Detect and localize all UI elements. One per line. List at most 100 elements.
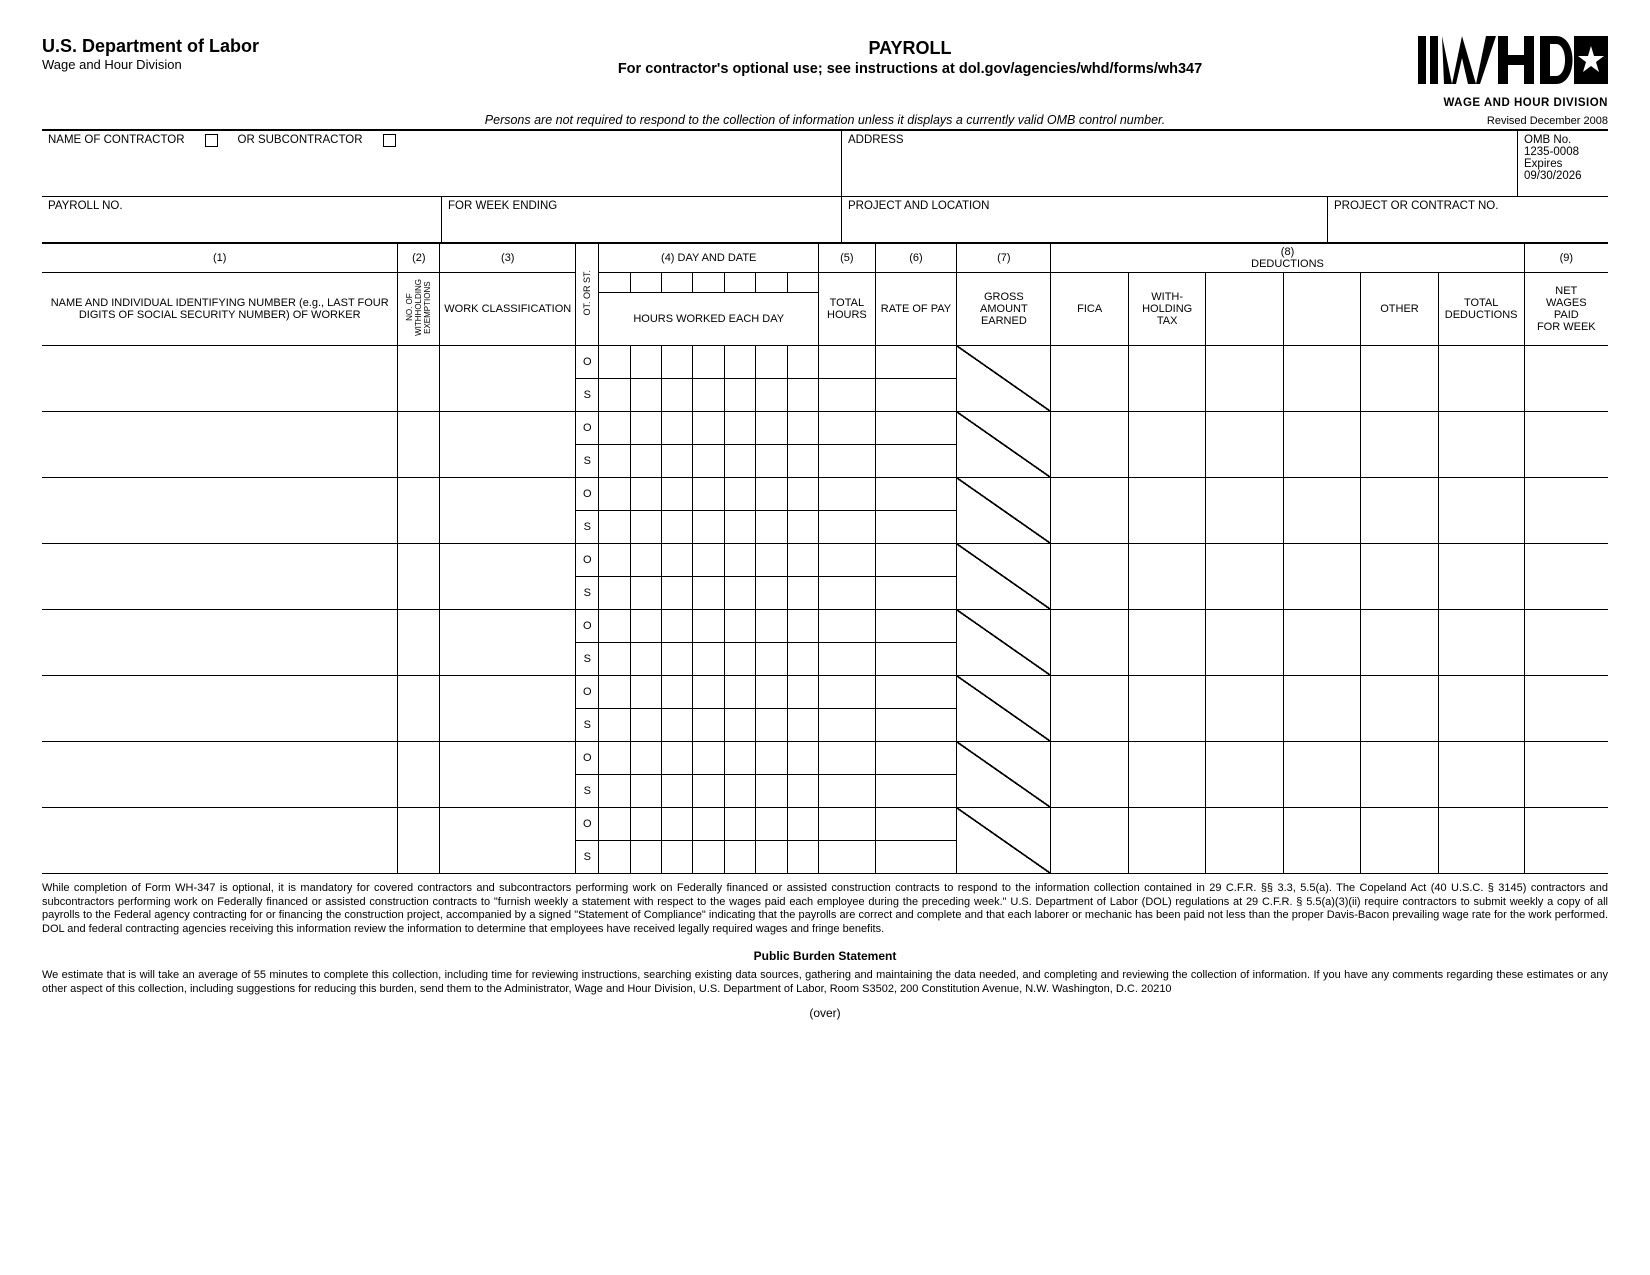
hours-cell[interactable] bbox=[693, 642, 724, 675]
hours-cell[interactable] bbox=[724, 774, 755, 807]
hours-cell[interactable] bbox=[787, 378, 818, 411]
total-ded-cell[interactable] bbox=[1438, 411, 1524, 477]
hours-cell[interactable] bbox=[599, 774, 630, 807]
subcontractor-checkbox[interactable] bbox=[383, 134, 396, 147]
worker-name-cell[interactable] bbox=[42, 741, 398, 807]
hours-cell[interactable] bbox=[693, 345, 724, 378]
exemptions-cell[interactable] bbox=[398, 675, 440, 741]
rate-cell[interactable] bbox=[875, 840, 957, 873]
hours-cell[interactable] bbox=[724, 477, 755, 510]
hours-cell[interactable] bbox=[787, 609, 818, 642]
day-cell-1[interactable] bbox=[599, 273, 630, 293]
hours-cell[interactable] bbox=[756, 510, 787, 543]
withholding-cell[interactable] bbox=[1128, 411, 1205, 477]
rate-cell[interactable] bbox=[875, 444, 957, 477]
hours-cell[interactable] bbox=[756, 642, 787, 675]
hours-cell[interactable] bbox=[787, 675, 818, 708]
classification-cell[interactable] bbox=[440, 411, 576, 477]
net-wages-cell[interactable] bbox=[1524, 543, 1608, 609]
total-hours-cell[interactable] bbox=[819, 345, 876, 378]
hours-cell[interactable] bbox=[630, 774, 661, 807]
hours-cell[interactable] bbox=[599, 807, 630, 840]
fica-cell[interactable] bbox=[1051, 609, 1128, 675]
ded-blank-cell[interactable] bbox=[1206, 609, 1283, 675]
hours-cell[interactable] bbox=[724, 840, 755, 873]
hours-cell[interactable] bbox=[787, 741, 818, 774]
hours-cell[interactable] bbox=[756, 840, 787, 873]
hours-cell[interactable] bbox=[599, 576, 630, 609]
hours-cell[interactable] bbox=[662, 807, 693, 840]
other-cell[interactable] bbox=[1361, 411, 1438, 477]
hours-cell[interactable] bbox=[693, 510, 724, 543]
worker-name-cell[interactable] bbox=[42, 609, 398, 675]
classification-cell[interactable] bbox=[440, 477, 576, 543]
day-cell-2[interactable] bbox=[630, 273, 661, 293]
hours-cell[interactable] bbox=[630, 675, 661, 708]
hours-cell[interactable] bbox=[662, 543, 693, 576]
total-ded-cell[interactable] bbox=[1438, 609, 1524, 675]
ded-blank-cell[interactable] bbox=[1206, 675, 1283, 741]
hours-cell[interactable] bbox=[630, 840, 661, 873]
hours-cell[interactable] bbox=[756, 378, 787, 411]
hours-cell[interactable] bbox=[693, 807, 724, 840]
rate-cell[interactable] bbox=[875, 477, 957, 510]
hours-cell[interactable] bbox=[756, 543, 787, 576]
hours-cell[interactable] bbox=[662, 609, 693, 642]
ded-blank-cell[interactable] bbox=[1206, 411, 1283, 477]
hours-cell[interactable] bbox=[724, 807, 755, 840]
total-ded-cell[interactable] bbox=[1438, 807, 1524, 873]
worker-name-cell[interactable] bbox=[42, 411, 398, 477]
other-cell[interactable] bbox=[1361, 543, 1438, 609]
ded-blank-cell[interactable] bbox=[1206, 807, 1283, 873]
hours-cell[interactable] bbox=[693, 774, 724, 807]
hours-cell[interactable] bbox=[630, 609, 661, 642]
rate-cell[interactable] bbox=[875, 510, 957, 543]
hours-cell[interactable] bbox=[662, 345, 693, 378]
hours-cell[interactable] bbox=[630, 444, 661, 477]
hours-cell[interactable] bbox=[630, 741, 661, 774]
hours-cell[interactable] bbox=[662, 708, 693, 741]
hours-cell[interactable] bbox=[756, 444, 787, 477]
rate-cell[interactable] bbox=[875, 807, 957, 840]
total-hours-cell[interactable] bbox=[819, 444, 876, 477]
hours-cell[interactable] bbox=[693, 378, 724, 411]
gross-cell[interactable] bbox=[957, 477, 1051, 543]
fica-cell[interactable] bbox=[1051, 411, 1128, 477]
hours-cell[interactable] bbox=[756, 411, 787, 444]
hours-cell[interactable] bbox=[599, 675, 630, 708]
total-hours-cell[interactable] bbox=[819, 543, 876, 576]
rate-cell[interactable] bbox=[875, 345, 957, 378]
total-hours-cell[interactable] bbox=[819, 708, 876, 741]
hours-cell[interactable] bbox=[787, 510, 818, 543]
ded-blank-cell[interactable] bbox=[1283, 741, 1360, 807]
hours-cell[interactable] bbox=[724, 378, 755, 411]
hours-cell[interactable] bbox=[599, 510, 630, 543]
net-wages-cell[interactable] bbox=[1524, 741, 1608, 807]
hours-cell[interactable] bbox=[787, 840, 818, 873]
total-ded-cell[interactable] bbox=[1438, 675, 1524, 741]
classification-cell[interactable] bbox=[440, 345, 576, 411]
withholding-cell[interactable] bbox=[1128, 543, 1205, 609]
exemptions-cell[interactable] bbox=[398, 411, 440, 477]
total-ded-cell[interactable] bbox=[1438, 543, 1524, 609]
gross-cell[interactable] bbox=[957, 807, 1051, 873]
exemptions-cell[interactable] bbox=[398, 477, 440, 543]
fica-cell[interactable] bbox=[1051, 543, 1128, 609]
hours-cell[interactable] bbox=[630, 807, 661, 840]
hours-cell[interactable] bbox=[662, 477, 693, 510]
hours-cell[interactable] bbox=[787, 411, 818, 444]
hours-cell[interactable] bbox=[599, 378, 630, 411]
withholding-cell[interactable] bbox=[1128, 675, 1205, 741]
total-hours-cell[interactable] bbox=[819, 774, 876, 807]
hours-cell[interactable] bbox=[599, 642, 630, 675]
rate-cell[interactable] bbox=[875, 708, 957, 741]
hours-cell[interactable] bbox=[787, 477, 818, 510]
withholding-cell[interactable] bbox=[1128, 741, 1205, 807]
withholding-cell[interactable] bbox=[1128, 477, 1205, 543]
other-cell[interactable] bbox=[1361, 675, 1438, 741]
rate-cell[interactable] bbox=[875, 609, 957, 642]
hours-cell[interactable] bbox=[662, 642, 693, 675]
hours-cell[interactable] bbox=[787, 543, 818, 576]
hours-cell[interactable] bbox=[724, 543, 755, 576]
exemptions-cell[interactable] bbox=[398, 609, 440, 675]
